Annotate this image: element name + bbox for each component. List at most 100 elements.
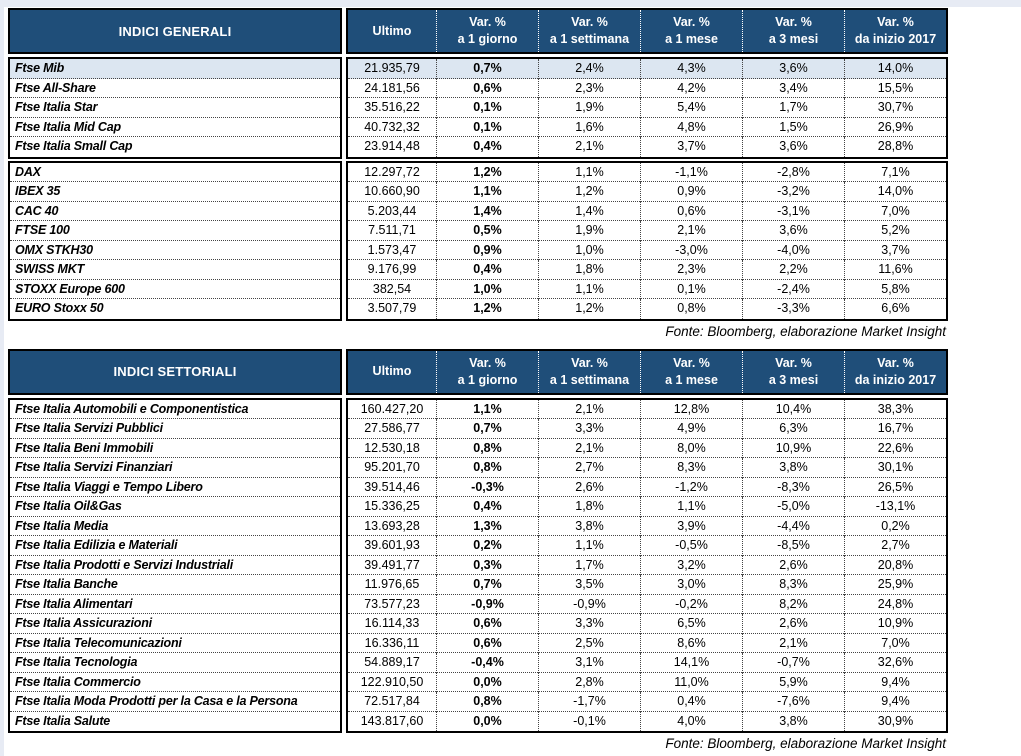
column-headers: Ultimo Var. % a 1 giorno Var. % a 1 settiman… — [346, 8, 948, 54]
cell-var-1-settimana: 1,7% — [538, 555, 640, 575]
cell-var-1-giorno: 0,6% — [436, 633, 538, 653]
cell-var-1-mese: 0,8% — [640, 299, 742, 319]
cell-var-1-mese: 1,1% — [640, 497, 742, 517]
cell-var-1-giorno: 0,1% — [436, 98, 538, 118]
cell-var-1-giorno: 0,7% — [436, 575, 538, 595]
cell-var-1-giorno: 1,2% — [436, 162, 538, 182]
cell-var-3-mesi: -8,3% — [742, 477, 844, 497]
cell-ultimo: 12.530,18 — [348, 439, 436, 458]
cell-var-1-settimana: 3,5% — [538, 575, 640, 595]
cell-var-da-inizio-2017: 32,6% — [844, 653, 946, 673]
cell-ultimo: 15.336,25 — [348, 497, 436, 517]
cell-var-1-giorno: 0,4% — [436, 260, 538, 280]
cell-var-1-settimana: 1,8% — [538, 260, 640, 280]
cell-var-1-giorno: 1,1% — [436, 182, 538, 202]
column-header-line1: Var. % — [877, 355, 914, 370]
cell-var-1-mese: 8,6% — [640, 633, 742, 653]
row-label: Ftse Italia Automobili e Componentistica — [10, 400, 340, 419]
row-label: Ftse Italia Viaggi e Tempo Libero — [10, 478, 340, 497]
cell-var-da-inizio-2017: 6,6% — [844, 299, 946, 319]
cell-var-1-giorno: 0,7% — [436, 59, 538, 79]
column-headers: Ultimo Var. % a 1 giorno Var. % a 1 settiman… — [346, 348, 948, 395]
cell-var-da-inizio-2017: 30,9% — [844, 711, 946, 731]
cell-var-1-settimana: 2,5% — [538, 633, 640, 653]
table-header-row: INDICI GENERALI Ultimo Var. % a 1 giorno Var… — [8, 8, 948, 54]
row-label: Ftse Italia Small Cap — [15, 139, 133, 153]
row-label: CAC 40 — [10, 202, 340, 221]
cell-var-3-mesi: 10,4% — [742, 399, 844, 419]
cell-var-1-giorno: 0,6% — [436, 614, 538, 634]
cell-ultimo: 122.910,50 — [348, 673, 436, 692]
column-header-line1: Var. % — [673, 15, 710, 29]
row-label: Ftse Mib — [10, 59, 340, 79]
cell-var-3-mesi: 2,6% — [742, 614, 844, 634]
cell-var-da-inizio-2017: 24,8% — [844, 594, 946, 614]
cell-var-da-inizio-2017: 9,4% — [844, 672, 946, 692]
report-content: INDICI GENERALI Ultimo Var. % a 1 giorno Var… — [8, 8, 948, 755]
cell-var-1-settimana: -0,1% — [538, 711, 640, 731]
cell-var-3-mesi: 10,9% — [742, 438, 844, 458]
cell-ultimo: 72.517,84 — [348, 692, 436, 712]
cell-var-1-mese: 3,7% — [640, 137, 742, 157]
cell-ultimo: 24.181,56 — [348, 79, 436, 98]
row-label: Ftse Italia Alimentari — [10, 595, 340, 614]
column-header-line1: Ultimo — [372, 364, 412, 378]
cell-ultimo: 5.203,44 — [348, 202, 436, 221]
cell-var-da-inizio-2017: 16,7% — [844, 419, 946, 439]
cell-var-1-settimana: 2,3% — [538, 78, 640, 98]
cell-var-da-inizio-2017: 2,7% — [844, 536, 946, 556]
column-header-line1: Var. % — [775, 355, 812, 370]
row-label: Ftse Italia Banche — [10, 575, 340, 595]
cell-var-1-mese: -0,5% — [640, 536, 742, 556]
cell-var-1-mese: 12,8% — [640, 399, 742, 419]
cell-ultimo: 143.817,60 — [360, 713, 424, 728]
cell-var-3-mesi: 5,9% — [742, 672, 844, 692]
cell-var-1-giorno: 0,4% — [436, 137, 538, 157]
cell-var-da-inizio-2017: 5,2% — [844, 221, 946, 241]
cell-ultimo: 73.577,23 — [348, 595, 436, 614]
cell-var-da-inizio-2017: 7,0% — [844, 201, 946, 221]
column-header-line2: a 1 settimana — [549, 32, 630, 46]
cell-ultimo: 382,54 — [348, 280, 436, 299]
cell-var-1-mese: 0,6% — [640, 201, 742, 221]
row-label: SWISS MKT — [10, 260, 340, 280]
cell-var-3-mesi: 2,2% — [742, 260, 844, 280]
cell-var-da-inizio-2017: 10,9% — [844, 614, 946, 634]
cell-ultimo: 3.507,79 — [367, 301, 417, 315]
row-label: EURO Stoxx 50 — [15, 301, 104, 315]
cell-var-1-mese: 4,2% — [640, 78, 742, 98]
cell-var-1-mese: -3,0% — [640, 240, 742, 260]
row-label-column: DAX IBEX 35 CAC 40 FTSE 100 OMX STKH30 SWISS … — [8, 160, 342, 321]
page-edge-top — [0, 0, 1021, 7]
data-grid: 21.935,79 0,7% 2,4% 4,3% 3,6% 14,0% 24.181,56 0… — [346, 57, 948, 159]
cell-var-3-mesi: 3,8% — [742, 458, 844, 478]
cell-var-da-inizio-2017: 7,0% — [844, 633, 946, 653]
column-header-var-da-inizio-2017: Var. % da inizio 2017 — [844, 350, 946, 393]
cell-var-1-giorno: 1,1% — [436, 399, 538, 419]
table-section: Ftse Italia Automobili e Componentistica… — [8, 397, 948, 733]
cell-ultimo: 27.586,77 — [348, 419, 436, 439]
column-header-ultimo: Ultimo — [348, 10, 436, 52]
cell-var-1-mese: 0,4% — [640, 692, 742, 712]
cell-ultimo: 160.427,20 — [348, 400, 436, 419]
table-header-row: INDICI SETTORIALI Ultimo Var. % a 1 giorno V… — [8, 348, 948, 395]
column-header-line2: da inizio 2017 — [854, 32, 937, 46]
cell-var-3-mesi: -5,0% — [742, 497, 844, 517]
cell-var-3-mesi: -3,1% — [742, 201, 844, 221]
column-header-line2: a 3 mesi — [768, 32, 819, 46]
cell-var-3-mesi: 8,3% — [742, 575, 844, 595]
column-header-line1: Var. % — [775, 15, 812, 29]
cell-var-3-mesi: -0,7% — [742, 653, 844, 673]
row-label: Ftse Italia Servizi Pubblici — [10, 419, 340, 439]
cell-ultimo: 1.573,47 — [348, 241, 436, 260]
cell-var-3-mesi: -4,0% — [742, 240, 844, 260]
cell-var-1-giorno: 0,9% — [436, 240, 538, 260]
cell-var-1-giorno: 0,5% — [436, 221, 538, 241]
cell-var-1-settimana: 1,1% — [538, 162, 640, 182]
cell-var-1-giorno: -0,9% — [436, 594, 538, 614]
cell-var-1-mese: 11,0% — [640, 672, 742, 692]
cell-var-da-inizio-2017: 26,9% — [844, 117, 946, 137]
row-label: FTSE 100 — [10, 221, 340, 241]
data-grid: 160.427,20 1,1% 2,1% 12,8% 10,4% 38,3% 27.586,… — [346, 397, 948, 733]
column-header-line1: Ultimo — [372, 23, 412, 38]
